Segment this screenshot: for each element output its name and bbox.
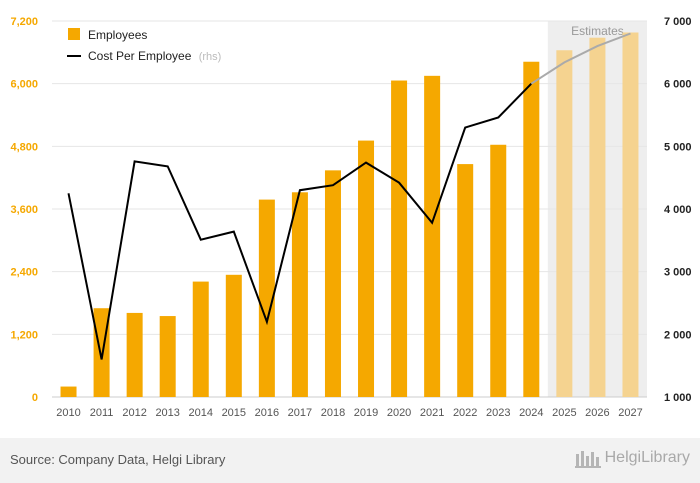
x-tick-2026: 2026 <box>585 407 609 419</box>
x-tick-2011: 2011 <box>90 407 114 419</box>
legend-label-cost-per-employee: Cost Per Employee (rhs) <box>88 49 221 63</box>
bar-2027 <box>622 32 639 397</box>
bar-2015 <box>225 274 242 397</box>
x-tick-2025: 2025 <box>552 407 576 419</box>
bar-2024 <box>523 61 540 397</box>
bar-2010 <box>60 386 77 397</box>
right-tick-label: 5 000 <box>664 141 692 153</box>
gridlines <box>52 20 647 398</box>
source-note: Source: Company Data, Helgi Library <box>10 452 226 467</box>
estimates-label: Estimates <box>571 24 624 38</box>
x-tick-2018: 2018 <box>321 407 345 419</box>
line-series-cost-per-employee <box>67 32 631 360</box>
bar-2012 <box>126 312 143 397</box>
bar-2025 <box>556 50 573 397</box>
x-tick-2021: 2021 <box>420 407 444 419</box>
line-cost-actual <box>67 83 533 360</box>
bar-2023 <box>490 144 507 397</box>
left-tick-label: 6,000 <box>10 79 38 91</box>
bar-2022 <box>457 164 474 397</box>
brand-name: HelgiLibrary <box>604 449 690 466</box>
right-tick-label: 2 000 <box>664 329 692 341</box>
right-tick-label: 3 000 <box>664 267 692 279</box>
x-tick-2027: 2027 <box>618 407 642 419</box>
x-tick-2016: 2016 <box>255 407 279 419</box>
x-tick-2020: 2020 <box>387 407 411 419</box>
right-axis: 1 000 2 000 3 000 4 000 5 000 6 000 7 000 <box>664 16 692 404</box>
x-tick-2013: 2013 <box>155 407 179 419</box>
left-tick-label: 4,800 <box>10 141 38 153</box>
x-tick-2012: 2012 <box>122 407 146 419</box>
legend-swatch-employees <box>68 28 80 40</box>
library-icon <box>574 451 601 468</box>
bar-2021 <box>424 75 441 397</box>
x-tick-2019: 2019 <box>354 407 378 419</box>
bar-2013 <box>159 316 176 397</box>
bar-2017 <box>291 192 308 397</box>
x-tick-2015: 2015 <box>222 407 246 419</box>
left-axis: 0 1,200 2,400 3,600 4,800 6,000 7,200 <box>10 16 38 404</box>
bar-2018 <box>324 170 341 397</box>
bar-2016 <box>258 199 275 397</box>
brand-logo: HelgiLibrary <box>574 448 690 468</box>
right-tick-label: 1 000 <box>664 392 692 404</box>
employees-cost-chart: Estimates 0 1,200 2,400 3,600 4,800 6,000 7,20… <box>10 16 692 419</box>
left-tick-label: 0 <box>32 392 38 404</box>
left-tick-label: 1,200 <box>10 329 38 341</box>
legend-cost-name: Cost Per Employee <box>88 49 192 63</box>
x-axis: 2010 2011 2012 2013 2014 2015 2016 2017 2018 2019… <box>56 407 642 419</box>
right-tick-label: 6 000 <box>664 79 692 91</box>
legend-label-employees: Employees <box>88 28 147 42</box>
bar-2019 <box>358 140 375 398</box>
x-tick-2017: 2017 <box>288 407 312 419</box>
left-tick-label: 7,200 <box>10 16 38 28</box>
bar-2020 <box>391 80 408 398</box>
line-cost-estimate <box>530 32 631 85</box>
legend-cost-rhs: (rhs) <box>199 51 222 63</box>
left-tick-label: 3,600 <box>10 204 38 216</box>
legend: Employees Cost Per Employee (rhs) <box>67 28 221 63</box>
right-tick-label: 7 000 <box>664 16 692 28</box>
x-tick-2014: 2014 <box>189 407 213 419</box>
x-tick-2010: 2010 <box>56 407 80 419</box>
bar-2026 <box>589 37 606 397</box>
footer: Source: Company Data, Helgi Library Helg… <box>0 438 700 483</box>
x-tick-2022: 2022 <box>453 407 477 419</box>
x-tick-2023: 2023 <box>486 407 510 419</box>
bar-2014 <box>192 281 209 397</box>
right-tick-label: 4 000 <box>664 204 692 216</box>
x-tick-2024: 2024 <box>519 407 543 419</box>
left-tick-label: 2,400 <box>10 267 38 279</box>
